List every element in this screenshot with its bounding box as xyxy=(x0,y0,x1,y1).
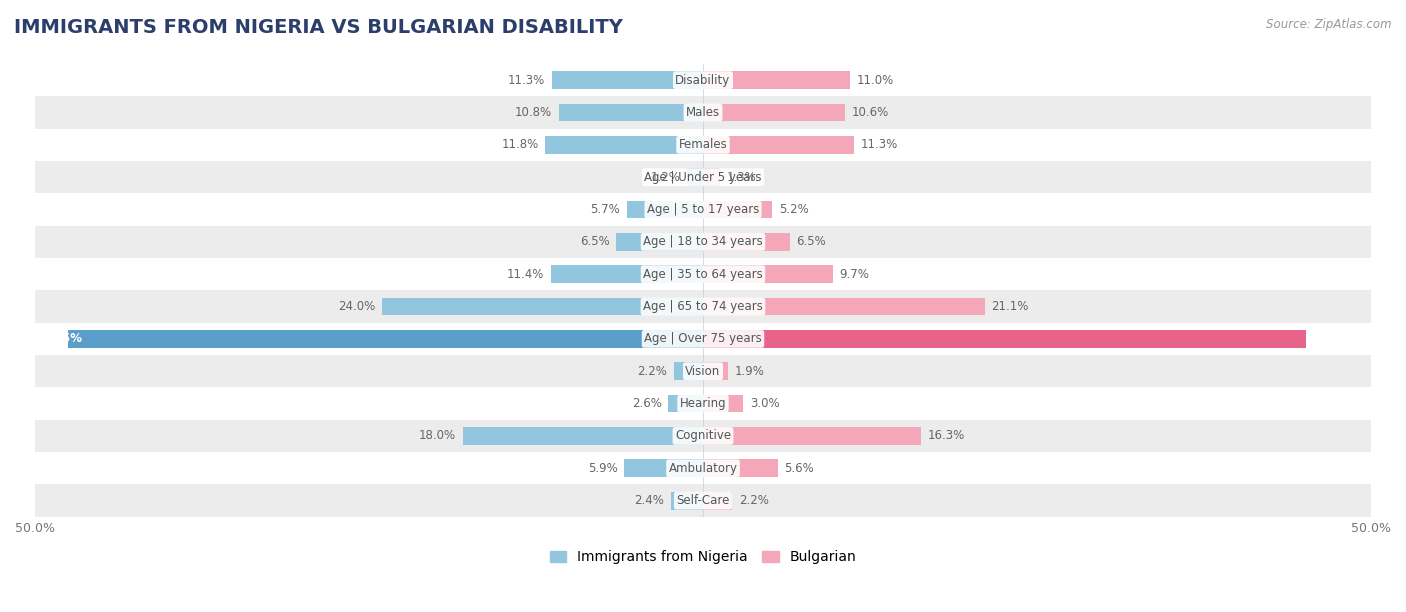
Bar xyxy=(616,233,703,251)
Bar xyxy=(35,420,1371,452)
Text: Age | 35 to 64 years: Age | 35 to 64 years xyxy=(643,267,763,281)
Text: 18.0%: 18.0% xyxy=(419,430,456,442)
Bar xyxy=(703,362,728,380)
Text: 16.3%: 16.3% xyxy=(928,430,965,442)
Bar xyxy=(35,323,1371,355)
Bar xyxy=(703,266,832,283)
Text: Cognitive: Cognitive xyxy=(675,430,731,442)
Text: 6.5%: 6.5% xyxy=(579,236,609,248)
Text: 10.8%: 10.8% xyxy=(515,106,553,119)
Bar xyxy=(703,491,733,510)
Bar xyxy=(35,485,1371,517)
Text: 5.6%: 5.6% xyxy=(785,462,814,475)
Text: Self-Care: Self-Care xyxy=(676,494,730,507)
Text: Females: Females xyxy=(679,138,727,151)
Text: Age | Over 75 years: Age | Over 75 years xyxy=(644,332,762,345)
Text: 11.3%: 11.3% xyxy=(508,73,546,87)
Bar xyxy=(551,266,703,283)
Bar xyxy=(703,297,984,315)
Bar xyxy=(703,168,720,186)
Text: Ambulatory: Ambulatory xyxy=(668,462,738,475)
Text: Age | 5 to 17 years: Age | 5 to 17 years xyxy=(647,203,759,216)
Bar xyxy=(624,460,703,477)
Bar xyxy=(703,395,744,412)
Text: 2.4%: 2.4% xyxy=(634,494,664,507)
Legend: Immigrants from Nigeria, Bulgarian: Immigrants from Nigeria, Bulgarian xyxy=(550,550,856,564)
Text: 6.5%: 6.5% xyxy=(797,236,827,248)
Text: Vision: Vision xyxy=(685,365,721,378)
Bar xyxy=(35,161,1371,193)
Text: 2.6%: 2.6% xyxy=(631,397,662,410)
Bar xyxy=(553,71,703,89)
Bar xyxy=(668,395,703,412)
Text: 9.7%: 9.7% xyxy=(839,267,869,281)
Text: Age | 65 to 74 years: Age | 65 to 74 years xyxy=(643,300,763,313)
Bar xyxy=(703,71,851,89)
Text: 24.0%: 24.0% xyxy=(339,300,375,313)
Text: 11.8%: 11.8% xyxy=(502,138,538,151)
Bar xyxy=(35,452,1371,485)
Bar xyxy=(703,233,790,251)
Text: 47.5%: 47.5% xyxy=(42,332,83,345)
Bar xyxy=(35,290,1371,323)
Bar xyxy=(703,201,772,218)
Bar xyxy=(703,136,853,154)
Text: 11.4%: 11.4% xyxy=(506,267,544,281)
Bar xyxy=(35,258,1371,290)
Text: 11.3%: 11.3% xyxy=(860,138,898,151)
Text: Hearing: Hearing xyxy=(679,397,727,410)
Text: 5.2%: 5.2% xyxy=(779,203,808,216)
Text: 11.0%: 11.0% xyxy=(856,73,894,87)
Bar xyxy=(382,297,703,315)
Text: 1.2%: 1.2% xyxy=(651,171,681,184)
Text: Age | Under 5 years: Age | Under 5 years xyxy=(644,171,762,184)
Bar xyxy=(673,362,703,380)
Text: 3.0%: 3.0% xyxy=(749,397,779,410)
Bar xyxy=(703,103,845,121)
Text: 10.6%: 10.6% xyxy=(851,106,889,119)
Text: Age | 18 to 34 years: Age | 18 to 34 years xyxy=(643,236,763,248)
Bar xyxy=(463,427,703,445)
Text: Disability: Disability xyxy=(675,73,731,87)
Bar xyxy=(558,103,703,121)
Bar xyxy=(35,129,1371,161)
Text: 5.7%: 5.7% xyxy=(591,203,620,216)
Text: 1.3%: 1.3% xyxy=(727,171,756,184)
Bar xyxy=(35,193,1371,226)
Bar xyxy=(627,201,703,218)
Text: 1.9%: 1.9% xyxy=(735,365,765,378)
Bar xyxy=(35,226,1371,258)
Bar xyxy=(546,136,703,154)
Text: 5.9%: 5.9% xyxy=(588,462,617,475)
Bar xyxy=(703,330,1306,348)
Bar xyxy=(703,427,921,445)
Text: Males: Males xyxy=(686,106,720,119)
Bar xyxy=(688,168,703,186)
Bar xyxy=(35,387,1371,420)
Bar xyxy=(35,355,1371,387)
Text: IMMIGRANTS FROM NIGERIA VS BULGARIAN DISABILITY: IMMIGRANTS FROM NIGERIA VS BULGARIAN DIS… xyxy=(14,18,623,37)
Text: Source: ZipAtlas.com: Source: ZipAtlas.com xyxy=(1267,18,1392,31)
Text: 2.2%: 2.2% xyxy=(740,494,769,507)
Bar xyxy=(35,96,1371,129)
Bar xyxy=(35,64,1371,96)
Text: 21.1%: 21.1% xyxy=(991,300,1029,313)
Bar xyxy=(671,491,703,510)
Text: 2.2%: 2.2% xyxy=(637,365,666,378)
Bar xyxy=(703,460,778,477)
Text: 45.1%: 45.1% xyxy=(1323,332,1364,345)
Bar xyxy=(69,330,703,348)
